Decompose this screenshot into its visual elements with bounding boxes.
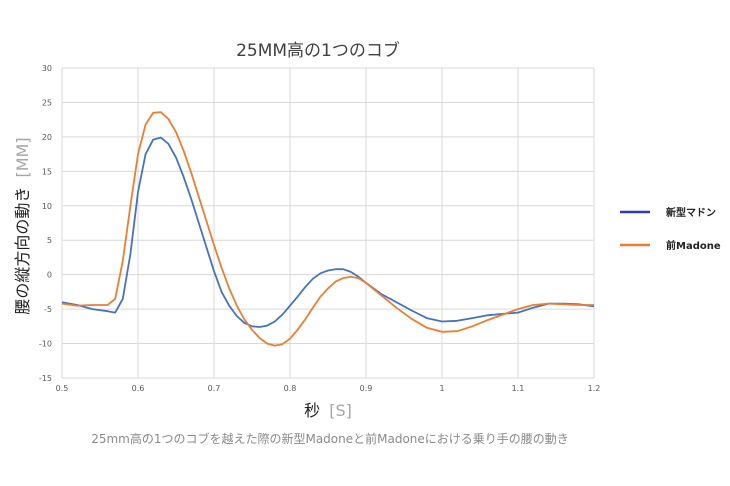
y-axis-label-unit: [MM]	[13, 137, 32, 177]
chart-title: 25MM高の1つのコブ	[236, 40, 400, 61]
series-line-2	[61, 111, 594, 347]
x-tick-label: 1.2	[588, 384, 601, 393]
y-tick-label: 30	[42, 64, 52, 73]
y-tick-label: 10	[42, 202, 52, 211]
x-axis-label-text: 秒	[304, 401, 320, 420]
legend-label: 前Madone	[666, 239, 721, 252]
y-tick-label: -10	[39, 340, 52, 349]
y-tick-label: 5	[47, 236, 52, 245]
y-tick-labels: 30 25 20 15 10 5 0 -5 -10 -15	[39, 64, 52, 383]
legend-label: 新型マドン	[666, 206, 716, 219]
x-axis-label: 秒 [S]	[304, 401, 352, 420]
x-tick-label: 0.7	[208, 384, 221, 393]
y-tick-label: 0	[47, 271, 52, 280]
x-tick-label: 0.5	[56, 384, 69, 393]
series-line-1	[61, 136, 595, 328]
x-axis-label-unit: [S]	[329, 401, 352, 420]
series-lines	[61, 111, 595, 347]
y-tick-label: 15	[42, 167, 52, 176]
x-tick-label: 0.6	[132, 384, 145, 393]
y-tick-label: 25	[42, 98, 52, 107]
chart-caption: 25mm高の1つのコブを越えた際の新型Madoneと前Madoneにおける乗り手…	[91, 432, 569, 446]
x-tick-label: 0.9	[360, 384, 373, 393]
x-tick-label: 1.1	[512, 384, 525, 393]
y-axis-label-text: 腰の縦方向の動き	[13, 187, 32, 315]
grid	[61, 67, 595, 379]
y-tick-label: 20	[42, 133, 52, 142]
y-axis-label: 腰の縦方向の動き [MM]	[13, 137, 32, 314]
y-tick-label: -15	[39, 374, 52, 383]
x-tick-label: 1	[439, 384, 444, 393]
y-tick-label: -5	[44, 305, 52, 314]
x-tick-label: 0.8	[284, 384, 297, 393]
x-tick-labels: 0.5 0.6 0.7 0.8 0.9 1 1.1 1.2	[56, 384, 601, 393]
plot-area	[62, 68, 594, 378]
